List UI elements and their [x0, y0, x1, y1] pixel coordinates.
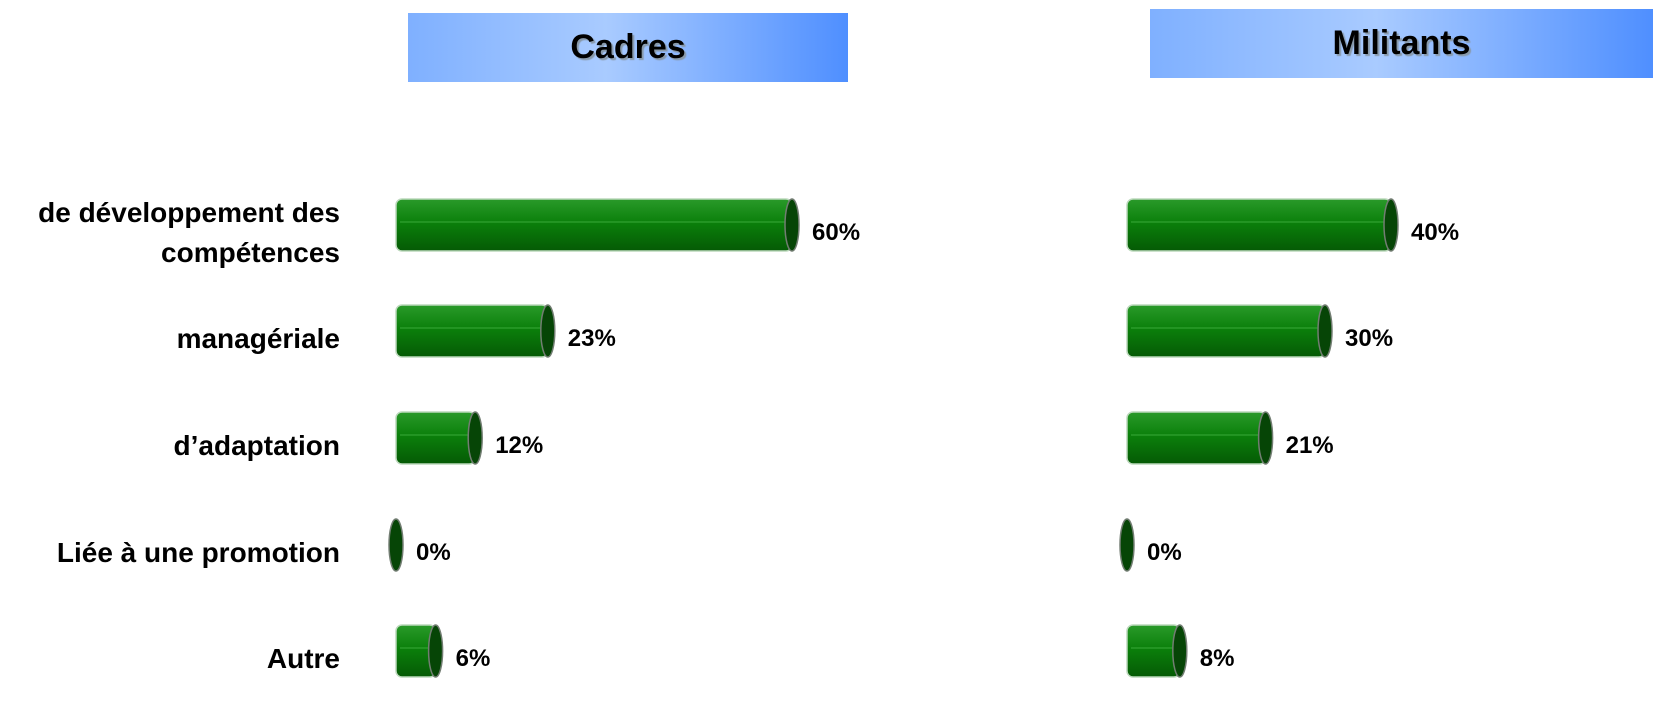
value-label: 0%	[1147, 539, 1182, 566]
value-label: 60%	[812, 219, 861, 246]
category-label: de développement des compétences	[38, 197, 340, 268]
bar-end	[540, 304, 556, 358]
value-label: 21%	[1285, 432, 1334, 459]
bar-end	[1257, 411, 1274, 465]
value-label: 8%	[1199, 645, 1235, 672]
value-label: 0%	[416, 539, 451, 566]
value-label: 12%	[495, 432, 544, 459]
chart-title: Cadres	[408, 13, 848, 82]
category-label: Autre	[266, 643, 340, 674]
value-label: 6%	[455, 645, 491, 672]
bar-end	[784, 198, 800, 252]
bar-end	[1172, 624, 1188, 678]
bar	[395, 411, 476, 465]
value-label: 40%	[1411, 219, 1460, 246]
category-label: Liée à une promotion	[56, 537, 340, 568]
bar	[1126, 198, 1392, 252]
bar	[1126, 304, 1326, 358]
chart-title: Militants	[1150, 9, 1653, 78]
bar	[395, 198, 793, 252]
bar-end	[427, 624, 444, 678]
bar	[1126, 624, 1181, 678]
bar-end	[467, 411, 483, 465]
value-label: 30%	[1345, 325, 1394, 352]
category-label: managériale	[176, 323, 340, 354]
category-label: d’adaptation	[173, 430, 340, 461]
bar	[1126, 411, 1267, 465]
value-label: 23%	[567, 325, 616, 352]
bar	[395, 304, 549, 358]
bar-end	[1383, 198, 1399, 252]
bar-end	[1119, 518, 1135, 572]
bar-end	[388, 518, 404, 572]
bar-end	[1317, 304, 1333, 358]
